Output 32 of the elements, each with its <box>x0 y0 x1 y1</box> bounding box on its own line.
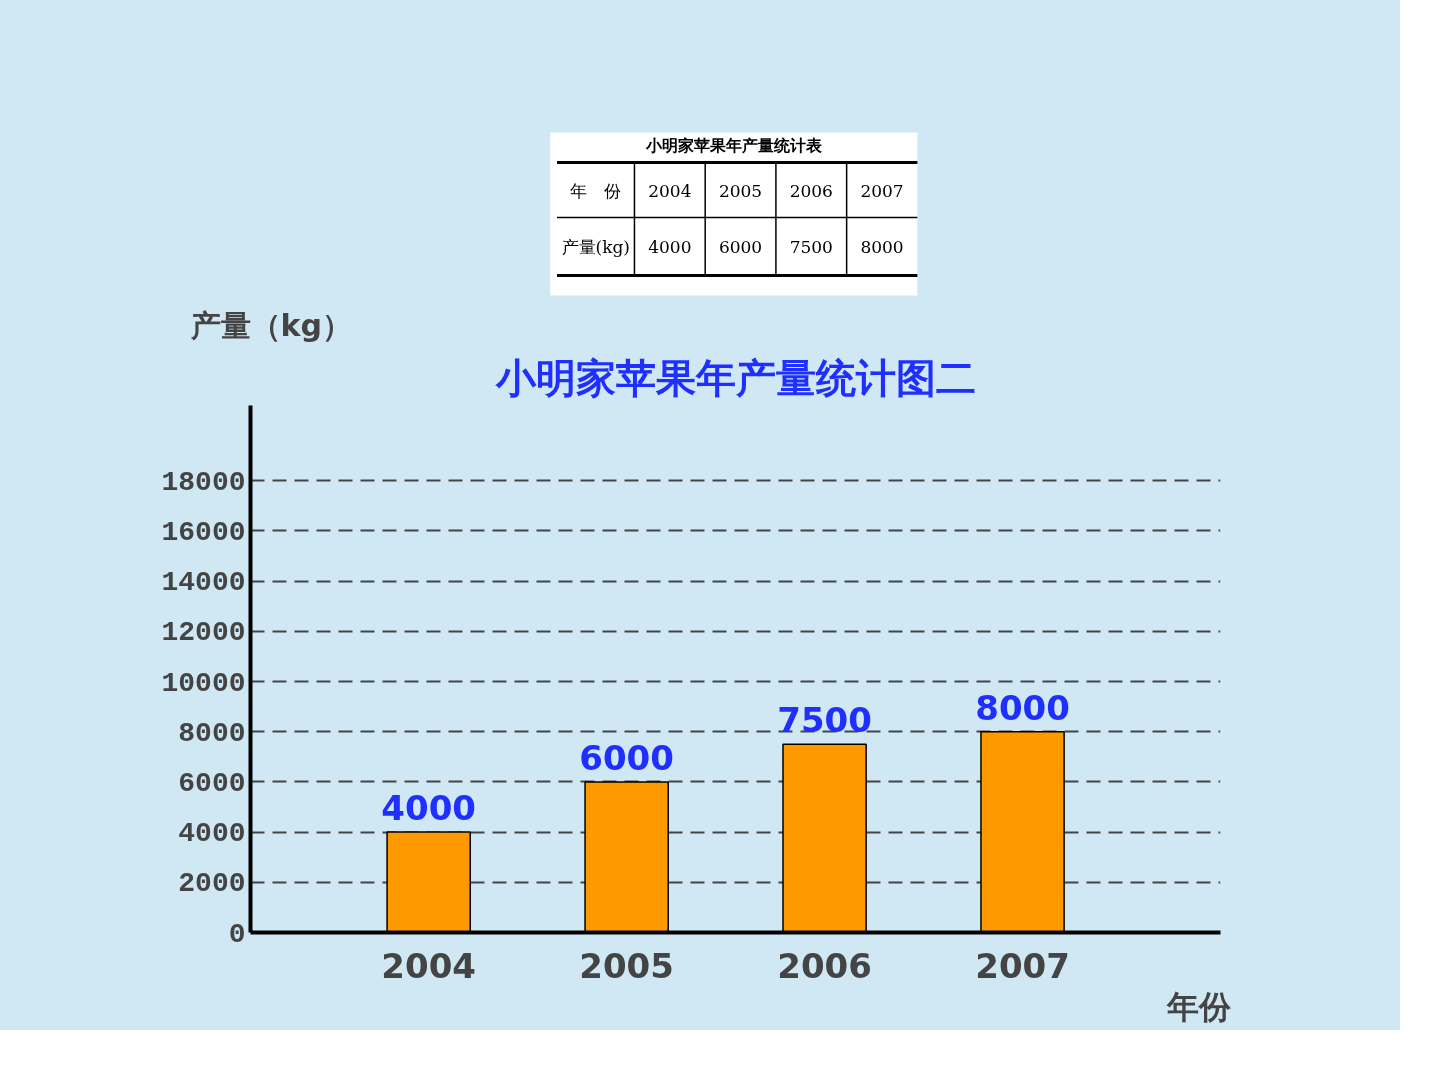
text: 8000 <box>860 236 904 257</box>
x-tick-label: 2005 <box>579 945 674 986</box>
y-tick-label: 16000 <box>161 516 246 548</box>
data-label: 7500 <box>777 700 872 741</box>
y-tick-label: 4000 <box>178 818 246 850</box>
y-tick-label: 8000 <box>178 717 246 749</box>
x-tick-label: 2007 <box>975 945 1070 986</box>
x-tick-label: 2004 <box>381 945 476 986</box>
x-axis-title: 年份 <box>1165 987 1232 1026</box>
text: 4000 <box>648 236 692 257</box>
text: 年 份 <box>570 180 622 201</box>
text: 6000 <box>718 236 763 257</box>
y-axis-title: 产量（kg） <box>189 307 352 343</box>
y-tick-label: 10000 <box>161 667 246 699</box>
text: 7500 <box>789 236 833 257</box>
y-tick-label: 6000 <box>178 767 246 799</box>
y-tick-label: 14000 <box>161 567 246 599</box>
text: 产量(kg) <box>561 236 630 257</box>
text: 2007 <box>860 180 904 201</box>
text: 2006 <box>789 180 833 201</box>
text: 2004 <box>648 180 692 201</box>
data-label: 4000 <box>381 788 476 829</box>
y-tick-label: 2000 <box>178 868 246 900</box>
data-label: 6000 <box>579 737 674 778</box>
data-label: 8000 <box>975 687 1070 728</box>
y-tick-label: 0 <box>228 918 246 950</box>
text: 2005 <box>718 180 763 201</box>
y-tick-label: 12000 <box>161 617 246 649</box>
text: 小明家苹果年产量统计表 <box>644 136 823 155</box>
chart-title: 小明家苹果年产量统计图二 <box>494 354 976 401</box>
x-tick-label: 2006 <box>777 945 872 986</box>
y-tick-label: 18000 <box>161 466 246 498</box>
